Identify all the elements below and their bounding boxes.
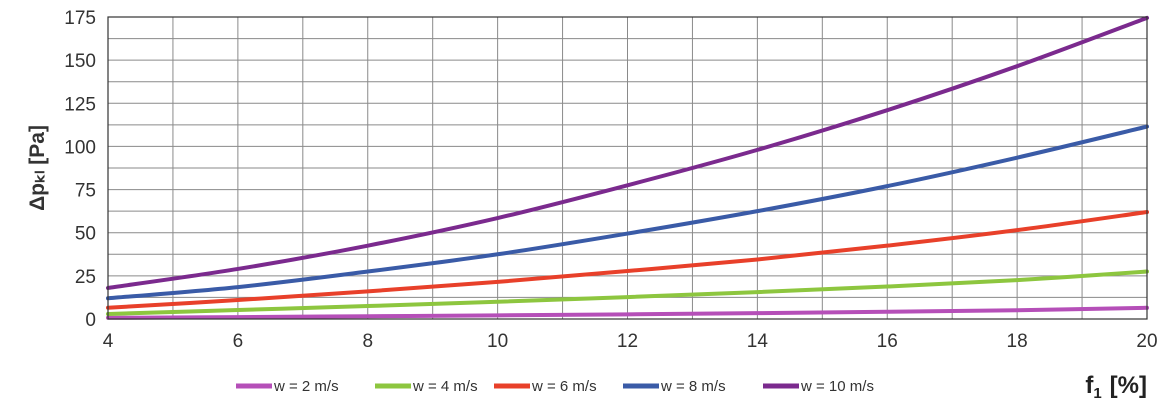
x-tick-label: 4 xyxy=(103,331,114,352)
y-tick-label: 25 xyxy=(75,267,96,288)
x-tick-label: 20 xyxy=(1136,331,1157,352)
x-tick-labels: 4 6 8 10 12 14 16 18 20 xyxy=(103,331,1158,352)
y-tick-label: 100 xyxy=(64,137,96,158)
x-tick-label: 14 xyxy=(747,331,769,352)
y-axis-label: Δpₖₗ [Pa] xyxy=(26,125,49,211)
series-line-3 xyxy=(106,210,1149,310)
legend-label-4: w = 8 m/s xyxy=(660,378,726,395)
series-line-1 xyxy=(106,305,1149,320)
grid xyxy=(107,16,1148,320)
x-tick-label: 16 xyxy=(877,331,898,352)
y-tick-label: 75 xyxy=(75,181,96,202)
series-line-5 xyxy=(106,15,1149,290)
x-tick-label: 18 xyxy=(1007,331,1028,352)
x-tick-label: 12 xyxy=(617,331,638,352)
series-lines xyxy=(106,15,1149,320)
series-line-4 xyxy=(106,124,1149,301)
x-tick-label: 6 xyxy=(233,331,244,352)
legend-label-1: w = 2 m/s xyxy=(273,378,339,395)
x-tick-label: 8 xyxy=(362,331,373,352)
x-axis-label-main: f xyxy=(1085,372,1094,399)
legend: w = 2 m/s w = 4 m/s w = 6 m/s w = 8 m/s w = … xyxy=(236,378,874,395)
y-tick-label: 50 xyxy=(75,224,96,245)
x-axis-label-sub: 1 xyxy=(1093,385,1101,402)
y-tick-labels: 0 25 50 75 100 125 150 175 xyxy=(64,8,96,331)
series-line-2 xyxy=(106,269,1149,316)
legend-label-3: w = 6 m/s xyxy=(531,378,597,395)
y-tick-label: 0 xyxy=(85,310,96,331)
legend-label-5: w = 10 m/s xyxy=(800,378,874,395)
x-axis-label: f1 [%] xyxy=(1085,372,1147,402)
y-tick-label: 175 xyxy=(64,8,96,29)
x-axis-label-unit: [%] xyxy=(1110,372,1147,399)
x-tick-label: 10 xyxy=(487,331,508,352)
y-tick-label: 125 xyxy=(64,94,96,115)
y-tick-label: 150 xyxy=(64,51,96,72)
axes xyxy=(107,16,1148,320)
plot-frame xyxy=(107,16,1148,320)
legend-label-2: w = 4 m/s xyxy=(412,378,478,395)
